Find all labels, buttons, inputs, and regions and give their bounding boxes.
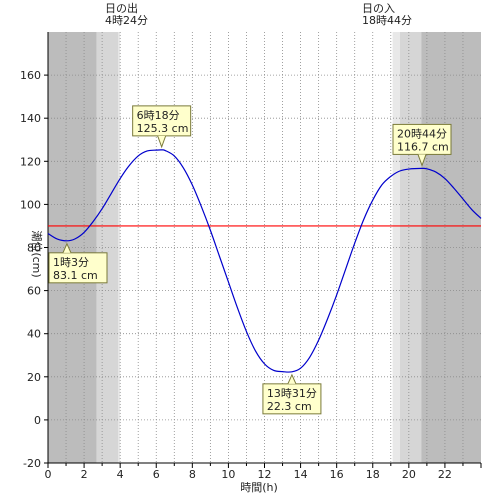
- y-tick-label: 60: [27, 285, 41, 298]
- y-tick-label: 80: [27, 242, 41, 255]
- x-tick-label: 12: [258, 468, 272, 481]
- x-axis-label: 時間(h): [240, 481, 278, 494]
- sunset-time: 18時44分: [362, 14, 412, 27]
- callout-time: 6時18分: [137, 109, 180, 122]
- callout-value: 22.3 cm: [267, 400, 312, 413]
- y-tick-label: 120: [20, 155, 41, 168]
- y-tick-label: 40: [27, 328, 41, 341]
- callout-value: 83.1 cm: [53, 269, 98, 282]
- x-tick-label: 20: [402, 468, 416, 481]
- x-tick-label: 22: [438, 468, 452, 481]
- callout-pointer: [417, 154, 427, 167]
- callout-box: [48, 252, 108, 284]
- callout-pointer: [157, 135, 167, 149]
- callout-time: 1時3分: [53, 256, 89, 269]
- y-tick-label: 140: [20, 112, 41, 125]
- x-tick-label: 8: [189, 468, 196, 481]
- callout-box: [132, 105, 192, 137]
- x-tick-label: 0: [45, 468, 52, 481]
- y-axis-label: 潮位(cm): [30, 230, 44, 277]
- x-tick-label: 6: [153, 468, 160, 481]
- daylight-band: [96, 32, 119, 463]
- sunrise-label: 日の出: [105, 1, 138, 15]
- callout-time: 20時44分: [397, 127, 447, 140]
- tide-line: [47, 149, 482, 373]
- y-tick-label: 20: [27, 371, 41, 384]
- callout-pointer: [62, 242, 72, 254]
- y-tick-label: 0: [34, 414, 41, 427]
- grid: [48, 32, 481, 463]
- callout-box: [392, 123, 452, 155]
- callout-value: 116.7 cm: [397, 140, 449, 153]
- x-tick-label: 16: [330, 468, 344, 481]
- y-tick-label: 160: [20, 69, 41, 82]
- x-tick-label: 18: [366, 468, 380, 481]
- callout-value: 125.3 cm: [137, 122, 189, 135]
- x-tick-label: 10: [221, 468, 235, 481]
- x-tick-label: 2: [81, 468, 88, 481]
- x-tick-label: 14: [294, 468, 308, 481]
- series: [47, 149, 482, 373]
- daylight-band: [118, 32, 121, 463]
- callout-box: [262, 383, 322, 415]
- sunrise-time: 4時24分: [105, 14, 148, 27]
- callout-pointer: [287, 373, 297, 385]
- daylight-band: [399, 32, 422, 463]
- axes: -20 0 20 40 60 80 100 120 140 160 0 2 4 6 8 10 12 14 16 18 2…: [20, 32, 482, 481]
- y-tick-label: 100: [20, 198, 41, 211]
- callout-time: 13時31分: [267, 387, 317, 400]
- x-tick-label: 4: [117, 468, 124, 481]
- daylight-band: [421, 32, 481, 463]
- sunset-label: 日の入: [362, 2, 395, 15]
- y-tick-label: -20: [23, 457, 41, 470]
